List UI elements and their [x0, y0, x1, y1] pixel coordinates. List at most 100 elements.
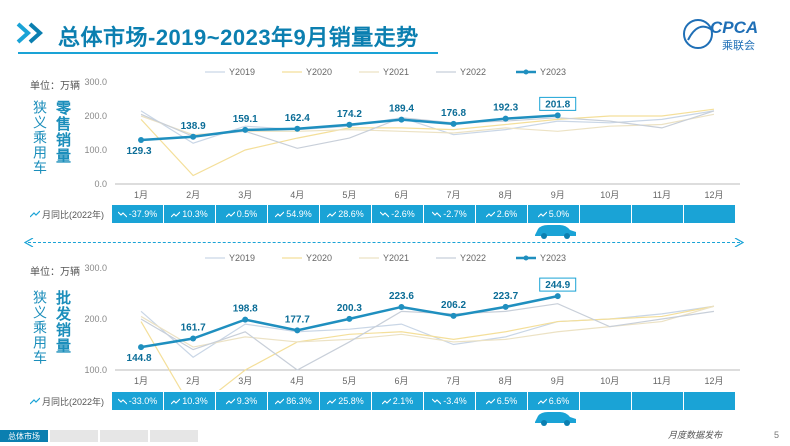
x-tick-label: 10月	[600, 376, 619, 386]
legend-label: Y2022	[460, 67, 486, 77]
car-icon	[535, 225, 576, 239]
cpca-logo-icon	[683, 19, 713, 49]
footer-tab-overall[interactable]: 总体市场	[0, 430, 48, 442]
trend-down-icon	[117, 398, 127, 404]
trend-up-icon	[225, 211, 235, 217]
yoy-cell	[632, 392, 684, 410]
last-value-box	[539, 277, 577, 292]
footer-tab-3[interactable]	[100, 430, 148, 442]
legend-label: Y2023	[540, 67, 566, 77]
point-Y2023	[138, 137, 145, 144]
yoy-value: 86.3%	[286, 396, 312, 406]
legend-Y2019: Y2019	[205, 253, 255, 263]
data-label: 176.8	[441, 108, 466, 119]
yoy-row-retail: 月同比(2022年) -37.9% 10.3% 0.5% 54.9% 28.6% -2.6%…	[30, 205, 736, 223]
yoy-cell: -33.0%	[112, 392, 164, 410]
data-label: 161.7	[181, 323, 206, 334]
yoy-value: 10.3%	[182, 209, 208, 219]
point-Y2023	[554, 112, 561, 119]
yoy-cell: 10.3%	[164, 205, 216, 223]
y-tick-label: 0.0	[94, 179, 107, 189]
x-tick-label: 9月	[551, 376, 565, 386]
data-label: 223.7	[493, 291, 518, 302]
legend-Y2022: Y2022	[436, 253, 486, 263]
trend-down-icon	[117, 211, 127, 217]
legend-label: Y2020	[306, 67, 332, 77]
legend-Y2022: Y2022	[436, 67, 486, 77]
yoy-row-wholesale: 月同比(2022年) -33.0% 10.3% 9.3% 86.3% 25.8% 2.1% -…	[30, 392, 736, 410]
point-Y2023	[190, 133, 197, 140]
yoy-cell: 2.1%	[372, 392, 424, 410]
point-Y2023	[502, 303, 509, 310]
x-tick-label: 8月	[499, 190, 513, 200]
point-Y2023	[190, 335, 197, 342]
trend-up-icon	[171, 211, 181, 217]
trend-down-icon	[380, 211, 390, 217]
point-Y2023	[242, 316, 249, 323]
data-label: 129.3	[127, 146, 152, 157]
footer-tab-4[interactable]	[150, 430, 198, 442]
trend-up-icon	[171, 398, 181, 404]
legend-label: Y2020	[306, 253, 332, 263]
legend-label: Y2022	[460, 253, 486, 263]
point-Y2023	[242, 126, 249, 133]
yoy-value: 0.5%	[236, 209, 258, 219]
point-Y2023	[294, 125, 301, 132]
point-Y2023	[554, 293, 561, 300]
point-Y2023	[398, 116, 405, 123]
point-Y2023	[346, 315, 353, 322]
yoy-value: 28.6%	[338, 209, 364, 219]
yoy-cell: -2.6%	[372, 205, 424, 223]
trend-down-icon	[432, 211, 442, 217]
yoy-cell	[684, 392, 736, 410]
data-label: 189.4	[389, 104, 414, 115]
data-label: 206.2	[441, 300, 466, 311]
yoy-cell: 9.3%	[216, 392, 268, 410]
footer-note: 月度数据发布	[668, 430, 723, 440]
series-line-Y2020	[140, 305, 715, 390]
wholesale-chart: Y2019 Y2020 Y2021 Y2022 Y2023 100.0 200.0 300.0…	[84, 253, 740, 390]
x-tick-label: 4月	[290, 190, 304, 200]
x-tick-label: 11月	[653, 376, 671, 386]
x-tick-label: 12月	[704, 376, 723, 386]
x-tick-label: 6月	[394, 376, 408, 386]
x-tick-label: 7月	[447, 376, 461, 386]
side-label-1b: 零售销量	[54, 100, 71, 164]
trend-up-icon	[485, 398, 495, 404]
x-tick-label: 7月	[447, 190, 461, 200]
y-tick-label: 200.0	[84, 111, 107, 121]
data-label: 138.9	[181, 121, 206, 132]
yoy-value: 2.6%	[496, 209, 518, 219]
car-icon-2	[535, 412, 576, 426]
data-label: 223.6	[389, 291, 414, 302]
yoy-cell: 6.5%	[476, 392, 528, 410]
y-tick-label: 300.0	[84, 77, 107, 87]
x-tick-label: 2月	[186, 190, 200, 200]
point-Y2023	[450, 312, 457, 319]
yoy-cell	[684, 205, 736, 223]
data-label: 198.8	[233, 304, 258, 315]
side-label-1a: 狭义乘用车	[32, 100, 48, 175]
series-line-Y2022	[140, 303, 715, 371]
point-Y2023	[450, 120, 457, 127]
yoy-cell: 25.8%	[320, 392, 372, 410]
last-value-box	[539, 96, 577, 111]
legend-Y2020: Y2020	[282, 67, 332, 77]
point-Y2023	[502, 115, 509, 122]
trend-icon	[30, 397, 40, 405]
side-label-2a: 狭义乘用车	[32, 290, 48, 365]
legend-label: Y2021	[383, 253, 409, 263]
footer-tab-2[interactable]	[50, 430, 98, 442]
header: 总体市场-2019~2023年9月销量走势 CPCA 乘联会	[0, 0, 790, 62]
x-tick-label: 6月	[394, 190, 408, 200]
trend-icon	[30, 210, 40, 218]
point-Y2023	[398, 303, 405, 310]
yoy-value: -2.6%	[391, 209, 415, 219]
trend-up-icon	[275, 398, 285, 404]
x-tick-label: 12月	[704, 190, 723, 200]
legend-label: Y2021	[383, 67, 409, 77]
data-label: 244.9	[545, 280, 570, 291]
page-title: 总体市场-2019~2023年9月销量走势	[58, 25, 419, 50]
data-label: 159.1	[233, 114, 258, 125]
section-divider	[28, 242, 740, 243]
